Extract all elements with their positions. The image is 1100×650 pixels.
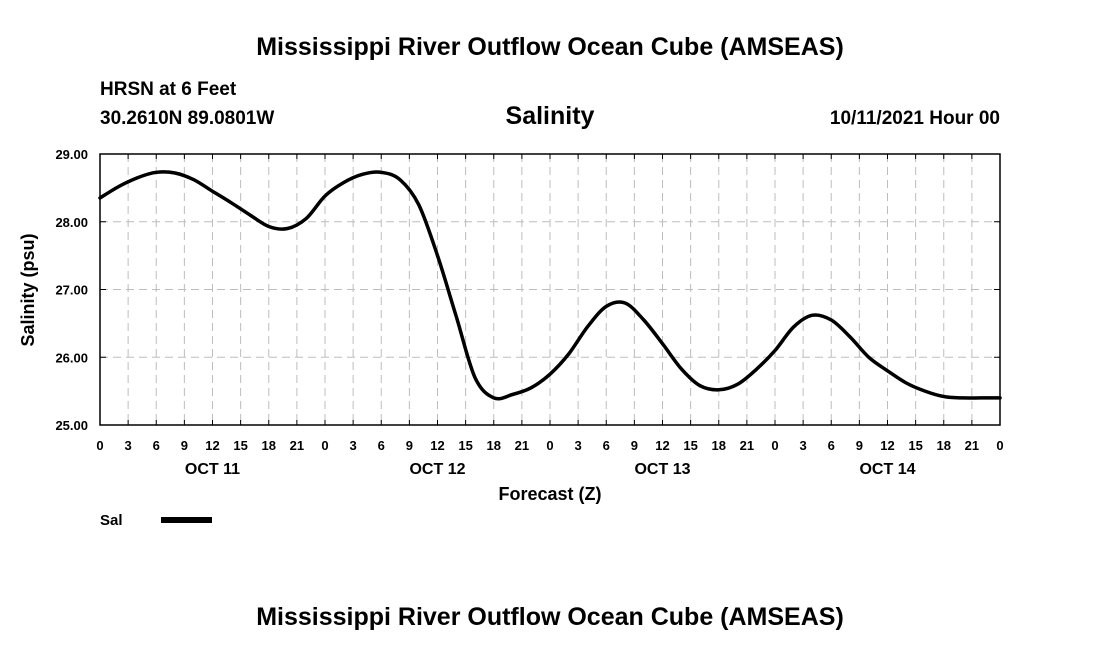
x-tick-label: 0	[996, 438, 1003, 453]
legend-label-sal: Sal	[100, 512, 123, 529]
x-tick-label: 9	[406, 438, 413, 453]
x-tick-label: 6	[828, 438, 835, 453]
x-tick-label: 3	[575, 438, 582, 453]
day-label: OCT 14	[859, 461, 915, 478]
x-tick-label: 18	[262, 438, 276, 453]
y-tick-label: 28.00	[55, 215, 88, 230]
x-tick-label: 6	[378, 438, 385, 453]
station-label: HRSN at 6 Feet	[100, 79, 237, 100]
y-tick-label: 25.00	[55, 418, 88, 433]
day-label: OCT 12	[409, 461, 465, 478]
y-tick-label: 26.00	[55, 350, 88, 365]
y-tick-label: 29.00	[55, 147, 88, 162]
x-tick-label: 3	[350, 438, 357, 453]
x-tick-label: 21	[290, 438, 304, 453]
x-axis-label: Forecast (Z)	[498, 484, 601, 504]
x-tick-label: 9	[181, 438, 188, 453]
x-tick-label: 0	[96, 438, 103, 453]
grid-lines	[100, 154, 1000, 425]
datetime-label: 10/11/2021 Hour 00	[830, 108, 1000, 129]
x-tick-label: 0	[546, 438, 553, 453]
x-axis: 0 3 6 9 12 15 18 21 0 3 6 9 12 15 18 21 0 3 6 9 12 15 18 21 0 3 6 9…	[96, 154, 1004, 453]
day-labels: OCT 11 OCT 12 OCT 13 OCT 14	[185, 461, 916, 478]
x-tick-label: 21	[740, 438, 754, 453]
chart-title: Mississippi River Outflow Ocean Cube (AM…	[256, 33, 844, 61]
x-tick-label: 18	[937, 438, 951, 453]
x-tick-label: 6	[603, 438, 610, 453]
x-tick-label: 0	[321, 438, 328, 453]
x-tick-label: 3	[125, 438, 132, 453]
x-tick-label: 9	[856, 438, 863, 453]
x-tick-label: 15	[908, 438, 922, 453]
x-tick-label: 18	[487, 438, 501, 453]
x-tick-label: 18	[712, 438, 726, 453]
x-tick-label: 12	[430, 438, 444, 453]
series-line-sal	[98, 170, 1002, 401]
x-tick-label: 3	[800, 438, 807, 453]
x-tick-label: 12	[205, 438, 219, 453]
x-tick-label: 0	[771, 438, 778, 453]
footer-title: Mississippi River Outflow Ocean Cube (AM…	[256, 603, 844, 631]
x-tick-label: 21	[965, 438, 979, 453]
x-tick-label: 12	[655, 438, 669, 453]
y-axis-label: Salinity (psu)	[18, 233, 38, 346]
x-tick-label: 12	[880, 438, 894, 453]
y-axis: 25.00 26.00 27.00 28.00 29.00	[55, 147, 1000, 433]
y-tick-label: 27.00	[55, 283, 88, 298]
x-tick-label: 6	[153, 438, 160, 453]
variable-label: Salinity	[506, 102, 595, 130]
day-label: OCT 13	[634, 461, 690, 478]
x-tick-label: 21	[515, 438, 529, 453]
x-tick-label: 15	[683, 438, 697, 453]
x-tick-label: 15	[458, 438, 472, 453]
x-tick-label: 15	[233, 438, 247, 453]
location-label: 30.2610N 89.0801W	[100, 108, 274, 129]
day-label: OCT 11	[185, 461, 240, 478]
x-tick-label: 9	[631, 438, 638, 453]
